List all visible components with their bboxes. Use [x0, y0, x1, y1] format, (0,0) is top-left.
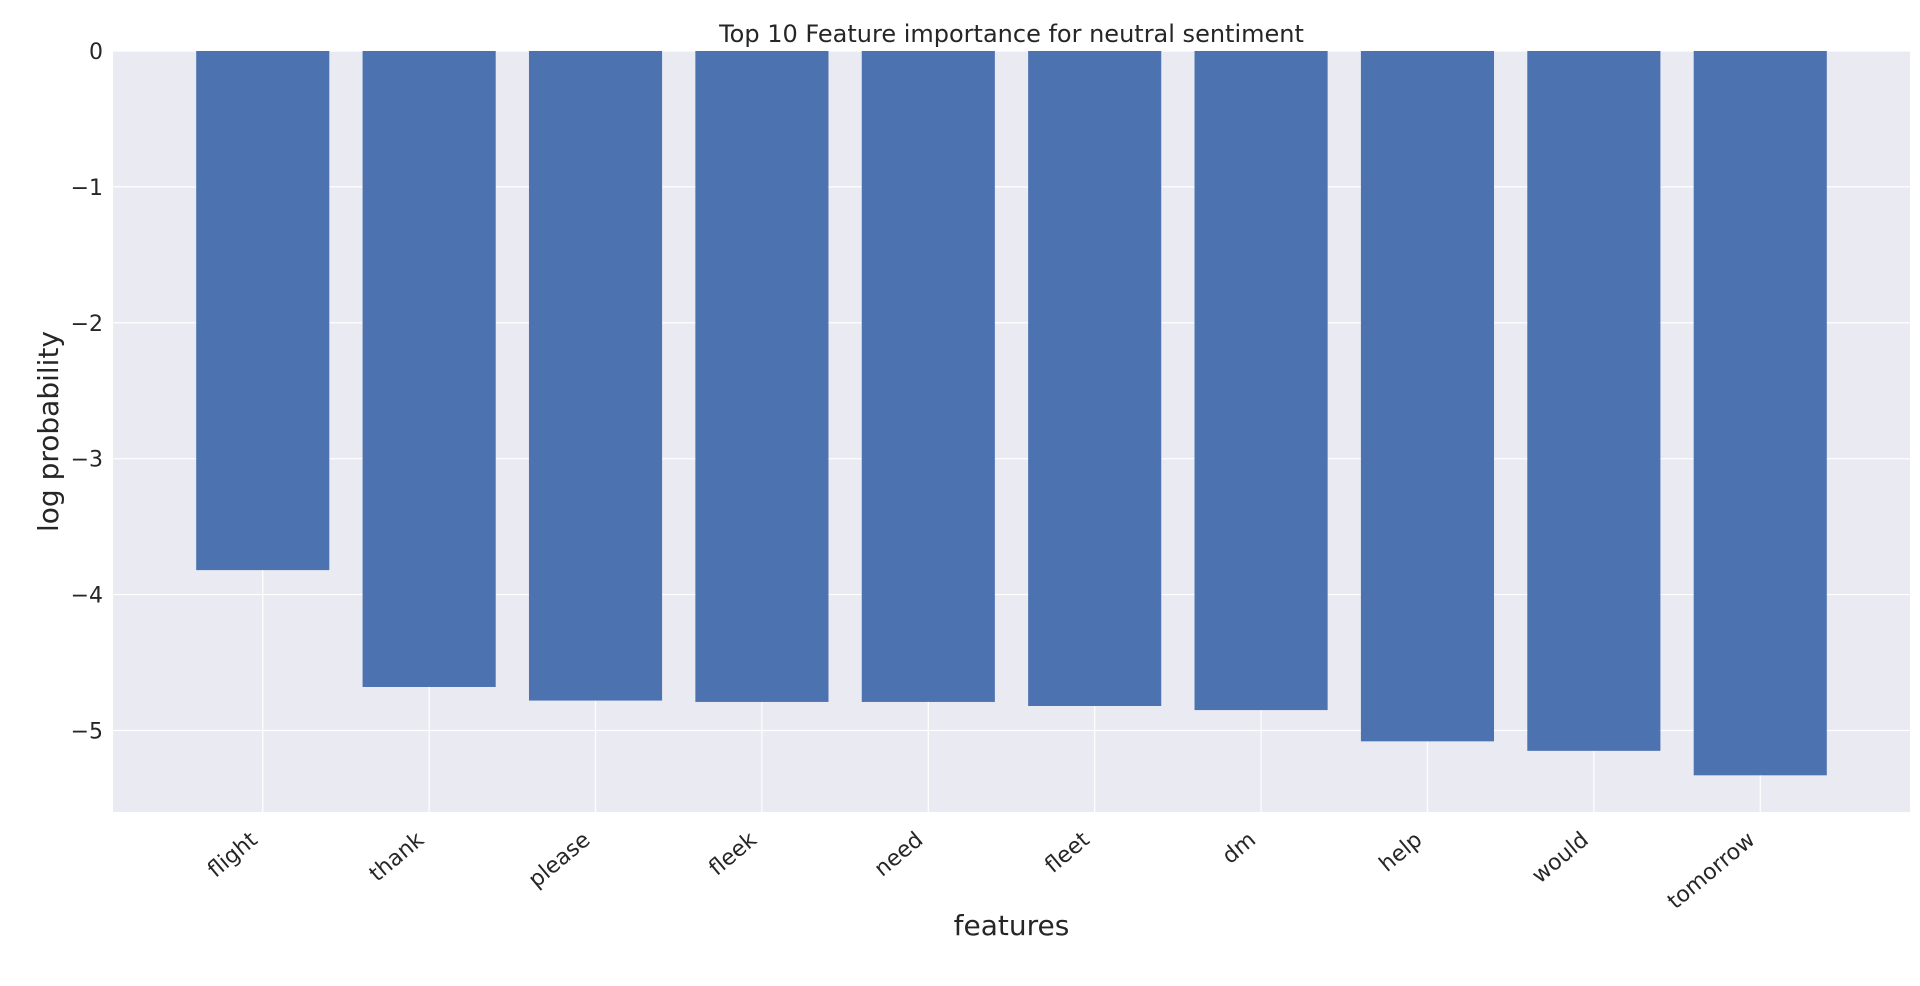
bar-fleek [695, 51, 829, 702]
bar-flight [196, 51, 330, 571]
bars [196, 51, 1827, 776]
x-tick-label: dm [1218, 827, 1261, 869]
x-axis-label: features [954, 909, 1070, 942]
x-tick-label: fleet [1041, 827, 1095, 878]
bar-fleet [1028, 51, 1162, 707]
y-tick-label: −1 [71, 176, 103, 201]
x-tick-label: flight [203, 827, 263, 883]
y-axis-label: log probability [32, 331, 65, 532]
bar-need [861, 51, 995, 702]
x-tick-label: help [1375, 827, 1428, 877]
x-tick-label: fleek [705, 827, 762, 881]
x-tick-label: please [524, 827, 595, 892]
x-axis-ticks: flight thank please fleek need fleet dm help wou… [203, 827, 1760, 914]
y-axis-ticks: 0 −1 −2 −3 −4 −5 [71, 40, 103, 744]
y-tick-label: −4 [71, 584, 103, 609]
x-tick-label: thank [365, 827, 429, 887]
y-tick-label: −3 [71, 448, 103, 473]
bar-would [1527, 51, 1661, 751]
x-tick-label: would [1527, 827, 1593, 888]
y-tick-label: −5 [71, 719, 103, 744]
bar-help [1360, 51, 1495, 742]
bar-tomorrow [1693, 51, 1827, 776]
x-tick-label: tomorrow [1663, 827, 1760, 914]
bar-thank [362, 51, 496, 687]
x-tick-label: need [870, 827, 928, 881]
bar-dm [1194, 51, 1328, 711]
y-tick-label: 0 [89, 40, 103, 65]
y-tick-label: −2 [71, 312, 103, 337]
bar-please [528, 51, 663, 701]
chart-title: Top 10 Feature importance for neutral se… [718, 20, 1304, 48]
